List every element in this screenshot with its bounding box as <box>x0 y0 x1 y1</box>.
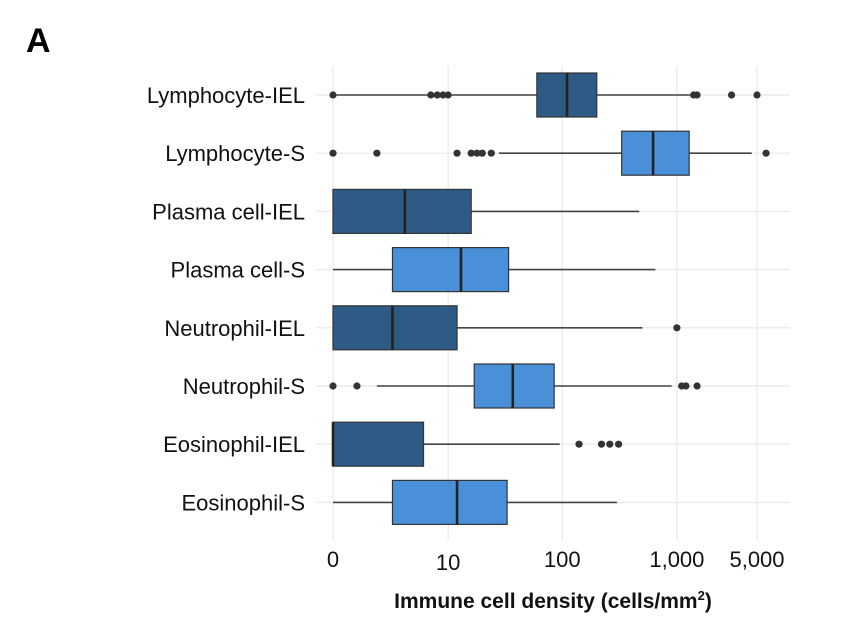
category-label: Plasma cell-IEL <box>152 199 305 224</box>
category-label: Eosinophil-S <box>181 490 305 515</box>
outlier-point <box>473 149 481 157</box>
outlier-point <box>673 324 681 332</box>
outlier-point <box>487 149 495 157</box>
box-eosinophil-s <box>333 479 617 525</box>
category-label: Lymphocyte-IEL <box>147 83 305 108</box>
iqr-box <box>391 479 508 525</box>
outlier-point <box>727 91 736 99</box>
outlier-point <box>427 91 435 99</box>
outlier-point <box>753 91 761 99</box>
gridlines <box>316 66 790 540</box>
iqr-box <box>332 421 425 467</box>
x-tick-label: 1,000 <box>649 547 704 572</box>
outlier-point <box>575 440 583 448</box>
category-label: Neutrophil-IEL <box>164 316 305 341</box>
outlier-point <box>478 149 486 157</box>
box-lymphocyte-iel <box>329 72 761 118</box>
x-tick-label: 100 <box>544 547 581 572</box>
category-labels: Lymphocyte-IEL Lymphocyte-S Plasma cell-IE… <box>147 83 305 515</box>
outlier-point <box>329 382 337 390</box>
outlier-point <box>433 91 441 99</box>
outlier-point <box>614 440 623 448</box>
outlier-point <box>762 149 770 157</box>
x-tick-labels: 0 10 100 1,000 5,000 <box>327 547 785 575</box>
outlier-point <box>439 91 447 99</box>
panel-label: A <box>26 22 51 60</box>
iqr-box <box>391 247 510 293</box>
iqr-box <box>473 363 555 409</box>
box-plasma-cell-iel <box>332 188 640 234</box>
outlier-point <box>373 149 381 157</box>
box-neutrophil-s <box>329 363 701 409</box>
boxes <box>329 72 770 525</box>
outlier-point <box>353 382 361 390</box>
outlier-point <box>444 91 452 99</box>
iqr-box <box>332 188 472 234</box>
box-plasma-cell-s <box>333 247 656 293</box>
outlier-point <box>329 149 337 157</box>
box-eosinophil-iel <box>331 421 623 467</box>
x-tick-label: 10 <box>436 550 460 575</box>
box-neutrophil-iel <box>332 305 681 351</box>
box-lymphocyte-s <box>329 130 770 176</box>
iqr-box <box>621 130 690 176</box>
outlier-point <box>467 149 475 157</box>
category-label: Eosinophil-IEL <box>163 432 305 457</box>
x-tick-label: 5,000 <box>729 547 784 572</box>
category-label: Neutrophil-S <box>183 374 305 399</box>
category-label: Plasma cell-S <box>171 258 305 283</box>
x-axis-title: Immune cell density (cells/mm2) <box>394 588 712 613</box>
category-label: Lymphocyte-S <box>165 141 305 166</box>
outlier-point <box>606 440 614 448</box>
x-tick-label: 0 <box>327 547 339 572</box>
outlier-point <box>682 382 690 390</box>
outlier-point <box>693 382 701 390</box>
outlier-point <box>693 91 701 99</box>
outlier-point <box>453 149 461 157</box>
iqr-box <box>332 305 458 351</box>
outlier-point <box>597 440 606 448</box>
outlier-point <box>329 91 337 99</box>
